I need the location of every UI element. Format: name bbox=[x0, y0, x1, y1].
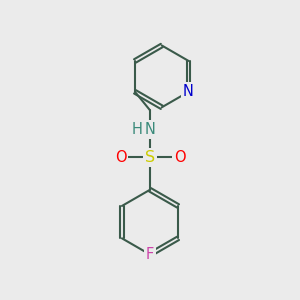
Text: N: N bbox=[145, 122, 155, 137]
Text: O: O bbox=[115, 150, 126, 165]
Text: O: O bbox=[174, 150, 185, 165]
Text: S: S bbox=[145, 150, 155, 165]
Text: H: H bbox=[131, 122, 142, 137]
Text: N: N bbox=[183, 84, 194, 99]
Text: F: F bbox=[146, 247, 154, 262]
